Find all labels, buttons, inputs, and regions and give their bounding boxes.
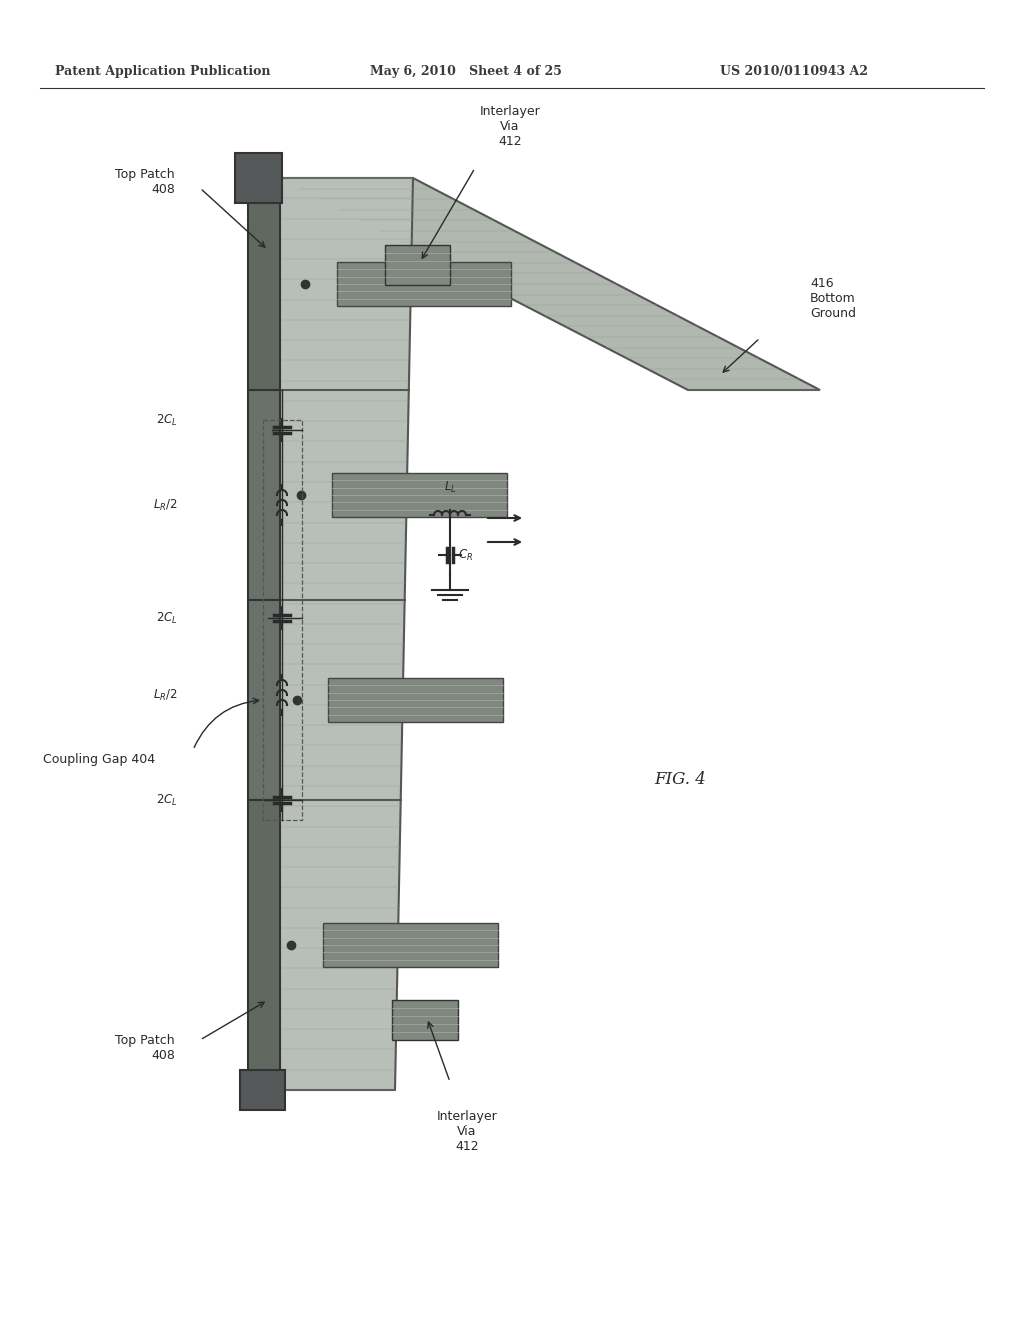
Polygon shape <box>332 473 507 517</box>
Polygon shape <box>248 601 280 800</box>
Polygon shape <box>248 178 280 389</box>
Polygon shape <box>278 178 820 389</box>
Text: $2C_L$: $2C_L$ <box>157 792 178 808</box>
Text: 416
Bottom
Ground: 416 Bottom Ground <box>810 277 856 319</box>
Text: $L_R/2$: $L_R/2$ <box>154 688 178 702</box>
Text: Patent Application Publication: Patent Application Publication <box>55 66 270 78</box>
Text: $2C_L$: $2C_L$ <box>157 412 178 428</box>
Polygon shape <box>323 923 498 968</box>
Text: $L_R/2$: $L_R/2$ <box>154 498 178 512</box>
Text: Interlayer
Via
412: Interlayer Via 412 <box>436 1110 498 1152</box>
Text: Coupling Gap 404: Coupling Gap 404 <box>43 754 155 767</box>
Text: $C_R$: $C_R$ <box>458 548 473 562</box>
Polygon shape <box>337 261 511 306</box>
Polygon shape <box>240 1071 285 1110</box>
Text: US 2010/0110943 A2: US 2010/0110943 A2 <box>720 66 868 78</box>
Polygon shape <box>248 800 280 1090</box>
Polygon shape <box>234 153 282 203</box>
Text: FIG. 4: FIG. 4 <box>654 771 706 788</box>
Text: $L_L$: $L_L$ <box>443 480 457 495</box>
Polygon shape <box>392 1001 458 1040</box>
Text: Top Patch
408: Top Patch 408 <box>116 168 175 195</box>
Polygon shape <box>385 246 450 285</box>
Polygon shape <box>328 678 503 722</box>
Polygon shape <box>248 389 280 601</box>
Text: May 6, 2010   Sheet 4 of 25: May 6, 2010 Sheet 4 of 25 <box>370 66 562 78</box>
Polygon shape <box>258 178 413 1090</box>
Text: Interlayer
Via
412: Interlayer Via 412 <box>479 106 541 148</box>
Text: $2C_L$: $2C_L$ <box>157 610 178 626</box>
Text: Top Patch
408: Top Patch 408 <box>116 1034 175 1063</box>
